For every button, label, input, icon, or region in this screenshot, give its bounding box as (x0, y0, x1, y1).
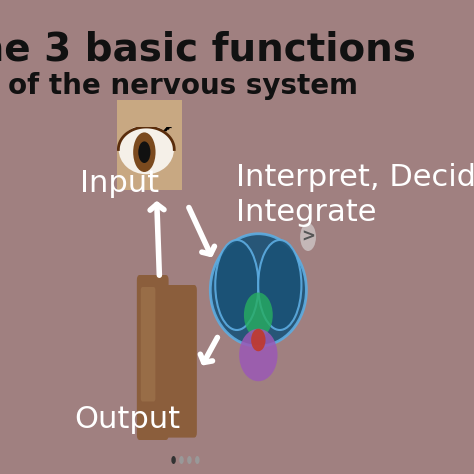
Circle shape (300, 223, 316, 251)
Circle shape (187, 456, 191, 464)
Text: Interpret, Decide,
Integrate: Interpret, Decide, Integrate (236, 163, 474, 228)
FancyBboxPatch shape (165, 285, 197, 438)
FancyBboxPatch shape (117, 100, 182, 127)
Circle shape (179, 456, 184, 464)
Circle shape (171, 456, 176, 464)
Ellipse shape (239, 329, 278, 381)
Circle shape (138, 141, 150, 163)
Ellipse shape (258, 240, 301, 330)
FancyBboxPatch shape (117, 100, 182, 190)
Text: Input: Input (80, 168, 159, 198)
Ellipse shape (244, 292, 273, 337)
Ellipse shape (251, 329, 265, 351)
Text: Output: Output (75, 405, 181, 435)
Text: of the nervous system: of the nervous system (8, 72, 358, 100)
Ellipse shape (210, 234, 306, 346)
FancyBboxPatch shape (137, 275, 169, 440)
Circle shape (133, 132, 155, 172)
FancyBboxPatch shape (141, 287, 155, 401)
Circle shape (195, 456, 200, 464)
Ellipse shape (118, 125, 174, 174)
Text: >: > (301, 228, 315, 246)
Ellipse shape (215, 240, 258, 330)
Text: The 3 basic functions: The 3 basic functions (0, 30, 416, 68)
